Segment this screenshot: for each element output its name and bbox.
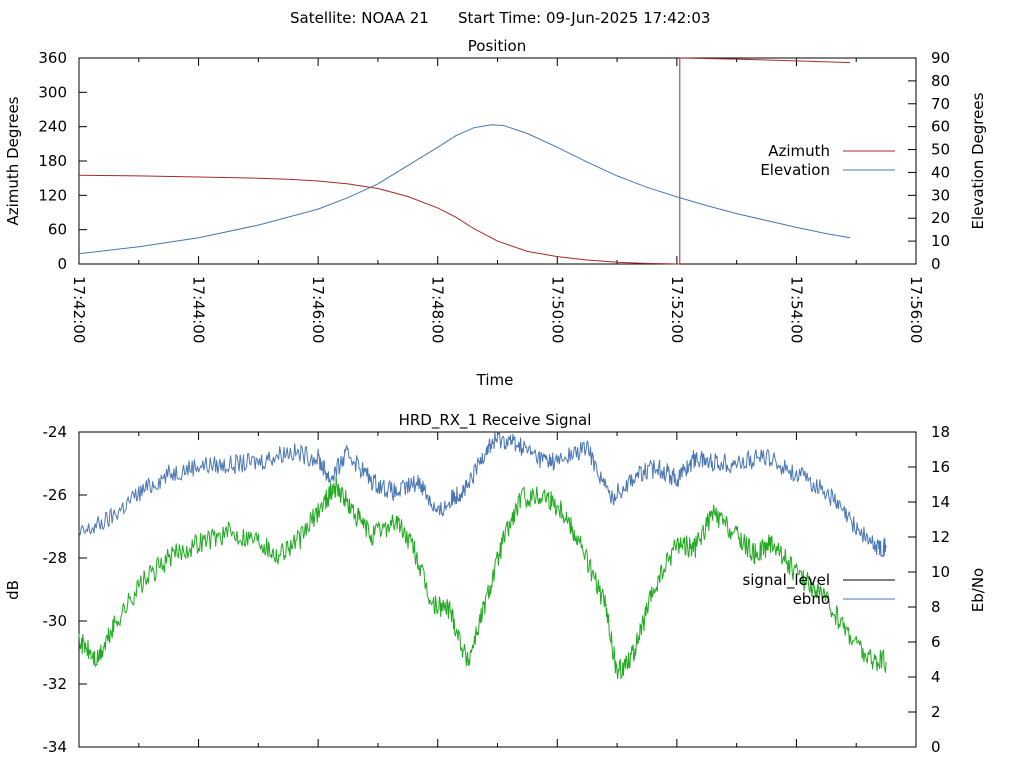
y2-tick-label: 20	[931, 209, 950, 227]
series-line-azimuth	[78, 57, 851, 265]
legend-ebno-label: ebno	[793, 590, 830, 608]
y2-tick-label: 2	[931, 703, 941, 721]
series-line-elevation	[78, 124, 851, 255]
y-tick-label: 60	[48, 221, 67, 239]
series-line-ebno	[78, 431, 887, 558]
start-time-label: Start Time: 09-Jun-2025 17:42:03	[458, 9, 710, 27]
y2-tick-label: 10	[931, 232, 950, 250]
y-tick-label: 120	[38, 186, 67, 204]
y-tick-label: -28	[43, 549, 68, 567]
y-tick-label: -32	[43, 675, 68, 693]
y2-tick-label: 0	[931, 738, 941, 756]
y-tick-label: 180	[38, 152, 67, 170]
x-tick-label: 17:44:00	[190, 276, 208, 343]
y2-tick-label: 50	[931, 141, 950, 159]
y-tick-label: 360	[38, 49, 67, 67]
satellite-label: Satellite: NOAA 21	[290, 9, 429, 27]
signal-chart-title: HRD_RX_1 Receive Signal	[399, 411, 592, 430]
legend-elevation-label: Elevation	[760, 161, 830, 179]
y2-tick-label: 40	[931, 163, 950, 181]
signal-plot-frame	[78, 431, 917, 748]
y-tick-label: -34	[43, 738, 68, 756]
y2-tick-label: 0	[931, 255, 941, 273]
azimuth-axis-label: Azimuth Degrees	[4, 96, 22, 225]
y-tick-label: 240	[38, 118, 67, 136]
x-tick-label: 17:46:00	[309, 276, 327, 343]
db-axis-label: dB	[4, 580, 22, 600]
y-tick-label: 0	[57, 255, 67, 273]
y-tick-label: -26	[43, 486, 68, 504]
y-tick-label: 300	[38, 83, 67, 101]
y-tick-label: -30	[43, 612, 68, 630]
x-tick-label: 17:52:00	[668, 276, 686, 343]
y2-tick-label: 6	[931, 633, 941, 651]
signal-series	[78, 431, 887, 680]
y2-tick-label: 16	[931, 458, 950, 476]
y2-tick-label: 60	[931, 118, 950, 136]
position-legend: Azimuth Elevation	[760, 142, 895, 179]
legend-signal-level-label: signal_level	[742, 571, 830, 590]
y2-tick-label: 30	[931, 186, 950, 204]
x-tick-label: 17:54:00	[787, 276, 805, 343]
y2-tick-label: 10	[931, 563, 950, 581]
signal-axes: -34 -32 -30 -28 -26 -24 0 2 4 6 8 10 12 14 16 18	[43, 423, 951, 756]
y2-tick-label: 8	[931, 598, 941, 616]
time-axis-label: Time	[476, 371, 514, 389]
ebno-axis-label: Eb/No	[969, 568, 987, 612]
position-axes: 17:42:00 17:44:00 17:46:00 17:48:00 17:50:00…	[38, 49, 950, 343]
signal-legend: signal_level ebno	[742, 571, 895, 608]
legend-azimuth-label: Azimuth	[768, 142, 830, 160]
y2-tick-label: 70	[931, 95, 950, 113]
x-tick-label: 17:50:00	[548, 276, 566, 343]
y2-tick-label: 4	[931, 668, 941, 686]
y2-tick-label: 18	[931, 423, 950, 441]
y2-tick-label: 80	[931, 72, 950, 90]
position-chart-title: Position	[468, 37, 526, 55]
y-tick-label: -24	[43, 423, 68, 441]
x-tick-label: 17:56:00	[907, 276, 925, 343]
x-tick-label: 17:48:00	[429, 276, 447, 343]
y2-tick-label: 12	[931, 528, 950, 546]
elevation-axis-label: Elevation Degrees	[969, 92, 987, 229]
position-series	[78, 57, 851, 265]
x-tick-label: 17:42:00	[70, 276, 88, 343]
y2-tick-label: 90	[931, 49, 950, 67]
y2-tick-label: 14	[931, 493, 950, 511]
series-line-unlabeled	[78, 476, 887, 680]
